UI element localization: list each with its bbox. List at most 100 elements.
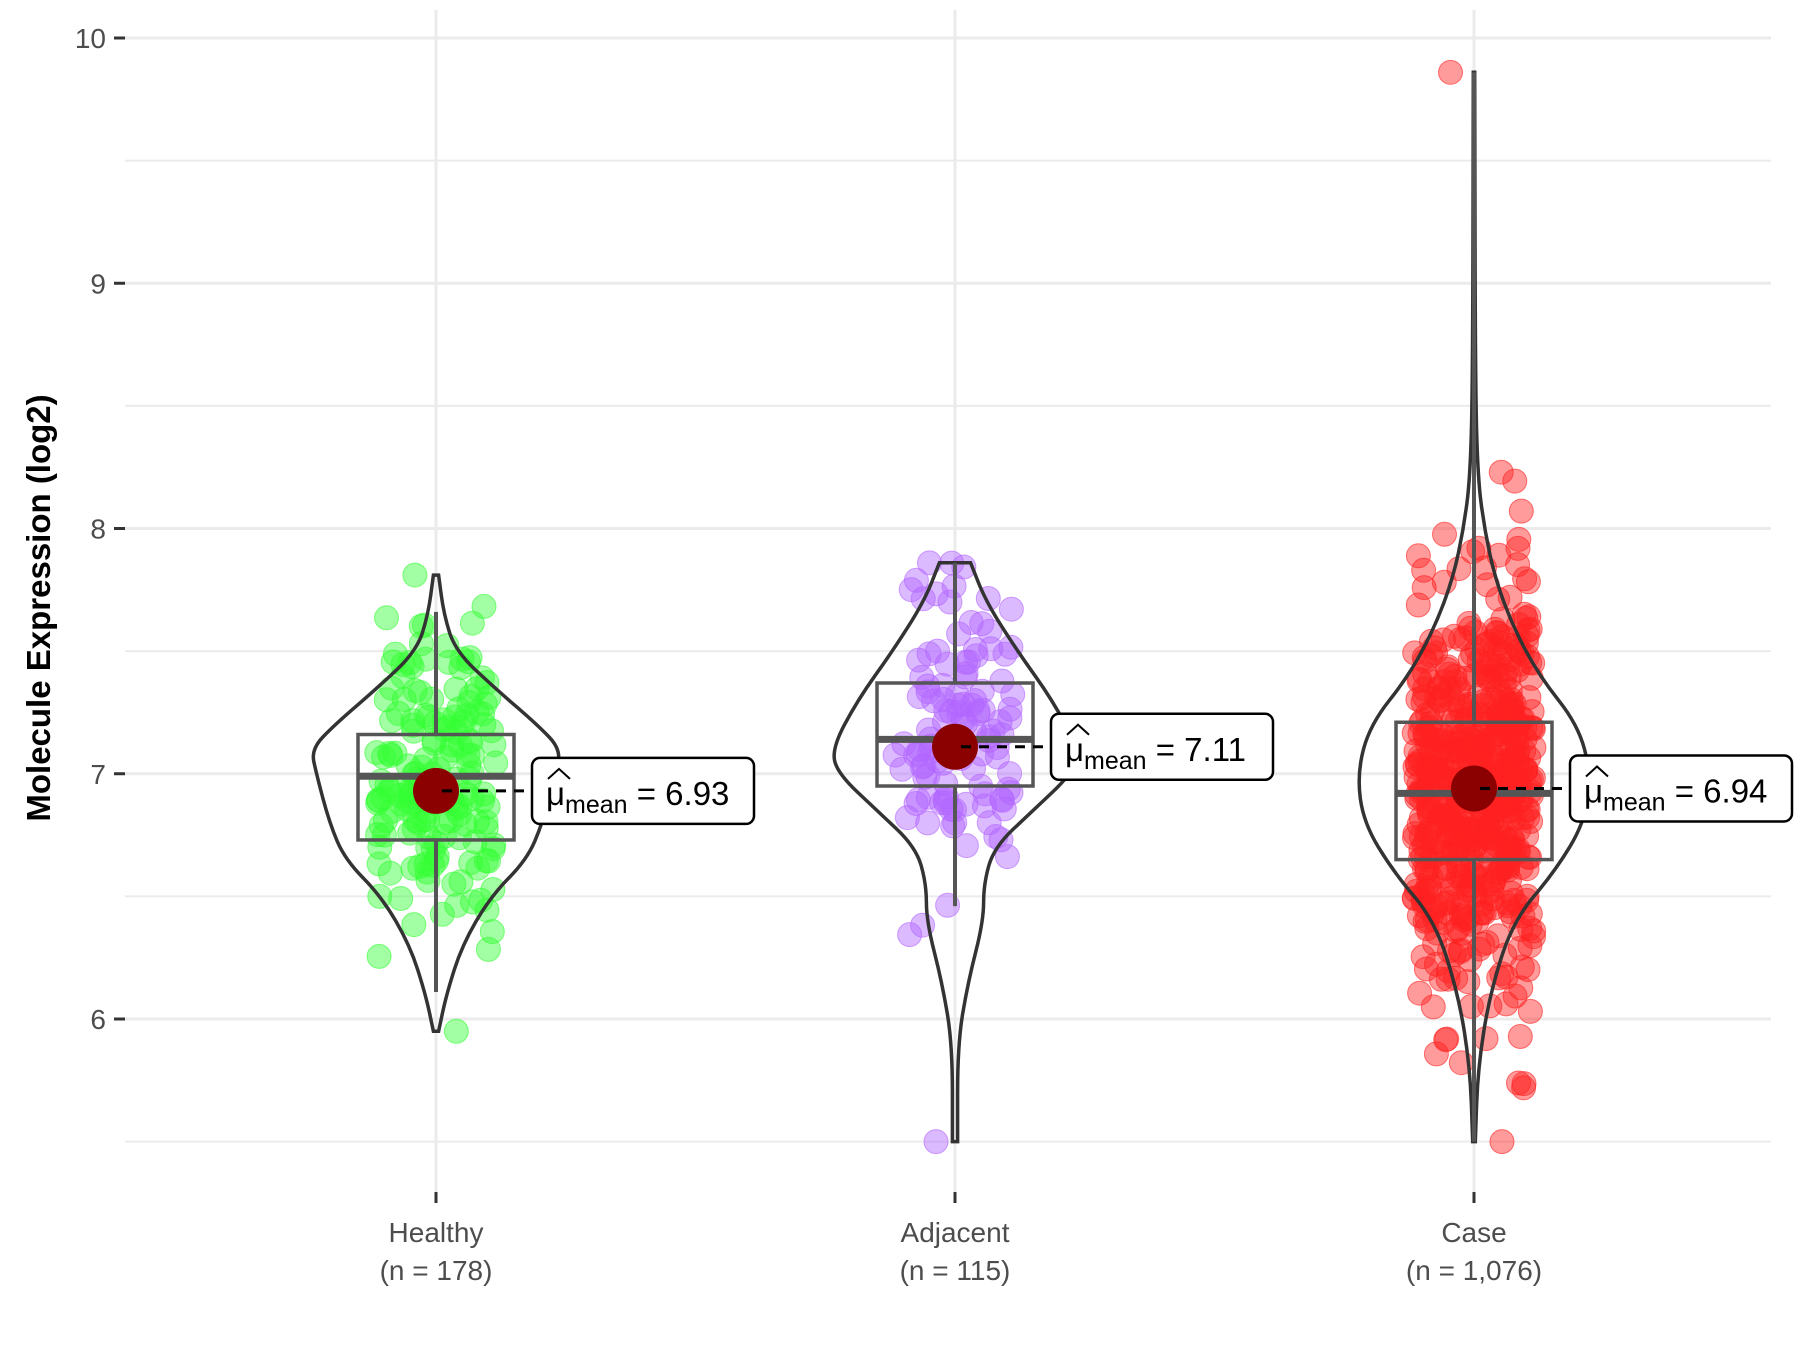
data-point [379, 708, 405, 734]
box-iqr [356, 732, 516, 842]
group-healthy: μmean = 6.93 [311, 562, 756, 1044]
x-tick-label-adjacent: Adjacent [901, 1217, 1010, 1248]
hat-symbol-icon [1585, 765, 1609, 778]
data-point [903, 567, 929, 593]
x-tick-count-adjacent: (n = 115) [900, 1255, 1011, 1286]
data-point [441, 871, 467, 897]
data-point [998, 596, 1024, 622]
mean-label-text: μmean = 6.94 [1584, 772, 1767, 816]
data-point [1510, 706, 1536, 732]
data-point [1479, 809, 1505, 835]
group-adjacent: μmean = 7.11 [832, 550, 1275, 1155]
data-point [1442, 663, 1468, 689]
data-point [1424, 829, 1450, 855]
data-point [1507, 1024, 1533, 1049]
data-point [958, 610, 984, 635]
data-point [1505, 836, 1531, 862]
data-point [925, 638, 950, 664]
data-point [371, 822, 397, 848]
data-point [388, 886, 414, 911]
data-point [1477, 746, 1503, 772]
data-point [1447, 724, 1473, 750]
data-point [997, 705, 1023, 731]
data-point [1447, 737, 1472, 763]
data-point [1446, 844, 1472, 870]
data-point [364, 740, 390, 766]
data-point [475, 936, 501, 962]
data-point [1473, 1026, 1499, 1052]
data-point [969, 611, 995, 637]
hat-symbol-icon [1066, 723, 1090, 736]
data-point [1487, 630, 1513, 656]
y-tick-label: 6 [90, 1004, 106, 1035]
data-point [401, 718, 427, 744]
data-point [1485, 833, 1510, 859]
violin-outline [832, 561, 1078, 1144]
data-point [1502, 468, 1528, 494]
data-point [1411, 557, 1437, 583]
data-point [479, 718, 504, 744]
data-point [1470, 931, 1496, 957]
mean-subscript: mean [565, 791, 628, 819]
data-point [1506, 526, 1532, 552]
plot-area: μmean = 6.93 μmean = 7.11 μmean = 6.94 [311, 59, 1794, 1155]
data-point [1472, 838, 1498, 864]
data-point [994, 844, 1020, 870]
data-point [415, 835, 441, 861]
data-point [889, 756, 915, 782]
data-point [897, 922, 923, 948]
data-point [1479, 628, 1505, 654]
data-point [1508, 498, 1534, 524]
data-point [1484, 620, 1510, 645]
data-point [443, 676, 469, 702]
mean-symbol: μ [546, 775, 565, 812]
data-point [1495, 747, 1521, 772]
data-point [1434, 1026, 1460, 1052]
data-point [1438, 59, 1464, 85]
data-point [1421, 896, 1447, 922]
mean-equals: = [1147, 731, 1185, 768]
data-point [457, 645, 483, 671]
data-point [1433, 1027, 1459, 1053]
data-point [452, 811, 478, 837]
mean-label-text: μmean = 6.93 [546, 775, 729, 819]
data-point [391, 687, 417, 712]
data-point [400, 855, 426, 881]
data-point [977, 618, 1003, 644]
data-point [1402, 821, 1428, 847]
data-point [1000, 681, 1026, 707]
data-point [1415, 761, 1441, 787]
y-tick-label: 10 [75, 23, 106, 54]
data-point [987, 709, 1013, 735]
mean-label-text: μmean = 7.11 [1065, 731, 1246, 775]
data-point [465, 809, 490, 834]
data-point [1456, 821, 1482, 847]
data-point [1502, 983, 1528, 1009]
data-point [1517, 998, 1543, 1024]
data-point [401, 912, 427, 938]
data-point [937, 589, 963, 615]
data-point [909, 754, 935, 780]
data-point [460, 889, 485, 915]
data-point [1434, 803, 1460, 829]
data-point [921, 688, 946, 714]
data-point [1441, 871, 1467, 897]
data-point [443, 1018, 469, 1044]
data-point [940, 813, 966, 839]
data-point [1470, 732, 1496, 758]
data-point [373, 807, 398, 833]
data-point [1430, 627, 1456, 653]
data-point [1457, 615, 1483, 641]
data-point [380, 649, 406, 675]
x-tick-label-case: Case [1441, 1217, 1506, 1248]
mean-equals: = [628, 775, 666, 812]
data-point [991, 796, 1017, 822]
data-point [1434, 701, 1460, 727]
data-point [946, 621, 972, 647]
data-point [930, 686, 956, 712]
data-point [1504, 730, 1530, 755]
group-case: μmean = 6.94 [1357, 59, 1794, 1155]
y-axis-title: Molecule Expression (log2) [20, 394, 57, 821]
data-point [1405, 686, 1431, 712]
data-point [439, 737, 465, 763]
